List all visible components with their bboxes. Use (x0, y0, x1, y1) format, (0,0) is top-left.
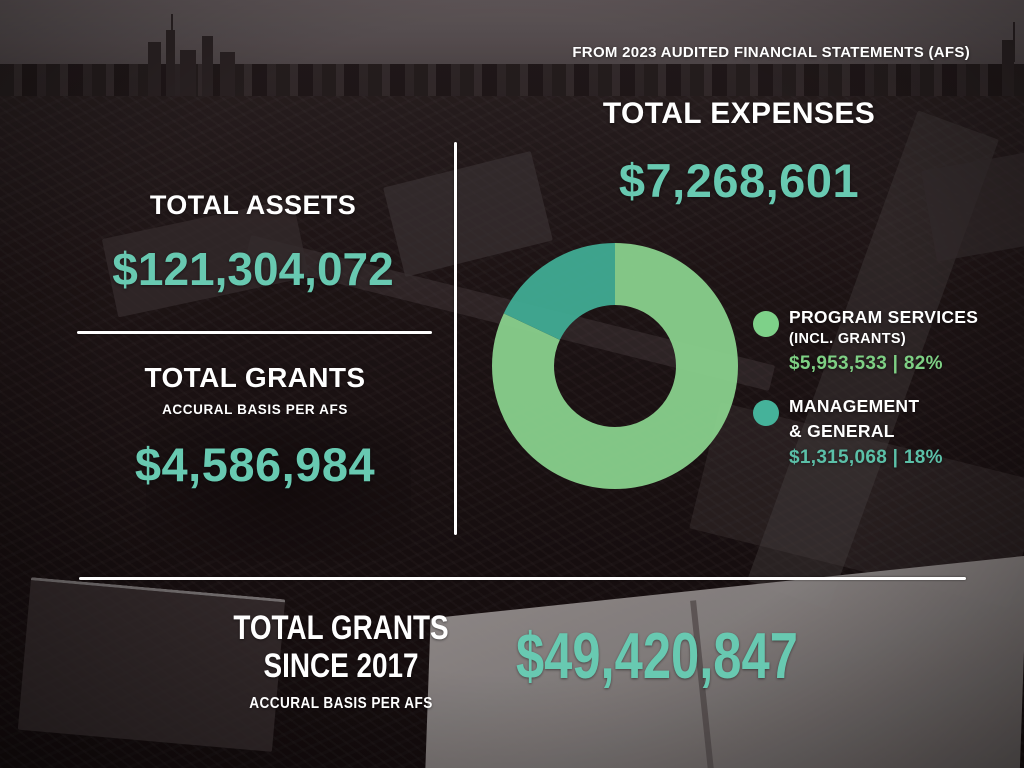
legend-label-line2: & GENERAL (789, 420, 895, 441)
legend-stat: $5,953,533 | 82% (789, 353, 943, 374)
expenses-donut-chart (492, 243, 738, 489)
bottom-section-divider (79, 577, 966, 580)
source-note: FROM 2023 AUDITED FINANCIAL STATEMENTS (… (572, 44, 970, 61)
grants-since-2017-sublabel: ACCURAL BASIS PER AFS (249, 695, 433, 712)
legend-text-block: PROGRAM SERVICES (INCL. GRANTS) $5,953,5… (789, 307, 979, 374)
grants-since-2017-section: TOTAL GRANTS SINCE 2017 ACCURAL BASIS PE… (168, 609, 514, 713)
total-expenses-title: TOTAL EXPENSES (602, 97, 876, 130)
legend-label-line2: (INCL. GRANTS) (789, 330, 906, 347)
total-grants-title: TOTAL GRANTS (144, 362, 366, 393)
total-assets-title: TOTAL ASSETS (149, 190, 357, 220)
grants-since-2017-value-wrap: $49,420,847 (478, 618, 823, 693)
legend-swatch-green (753, 311, 779, 337)
total-expenses-value: $7,268,601 (618, 154, 860, 207)
grants-since-2017-value: $49,420,847 (515, 619, 798, 692)
legend-swatch-teal (753, 400, 779, 426)
legend-text-block: MANAGEMENT & GENERAL $1,315,068 | 18% (789, 396, 943, 468)
assets-grants-divider (77, 331, 432, 334)
legend-item-program-services: PROGRAM SERVICES (INCL. GRANTS) $5,953,5… (753, 307, 979, 374)
legend-label: MANAGEMENT (789, 396, 920, 416)
legend-label: PROGRAM SERVICES (789, 307, 979, 327)
grants-since-2017-title-line1: TOTAL GRANTS (233, 609, 449, 647)
total-grants-value: $4,586,984 (134, 438, 376, 491)
total-grants-sublabel: ACCURAL BASIS PER AFS (162, 402, 348, 417)
total-assets-value: $121,304,072 (112, 243, 394, 295)
donut-segment-management-general (492, 243, 738, 489)
legend-item-management-general: MANAGEMENT & GENERAL $1,315,068 | 18% (753, 396, 943, 468)
total-assets-section: TOTAL ASSETS $121,304,072 (80, 190, 426, 296)
total-expenses-section: TOTAL EXPENSES $7,268,601 (565, 97, 913, 208)
total-grants-section: TOTAL GRANTS ACCURAL BASIS PER AFS $4,58… (80, 362, 430, 492)
vertical-divider (454, 142, 457, 535)
legend-stat: $1,315,068 | 18% (789, 447, 943, 468)
grants-since-2017-title-line2: SINCE 2017 (263, 647, 419, 685)
